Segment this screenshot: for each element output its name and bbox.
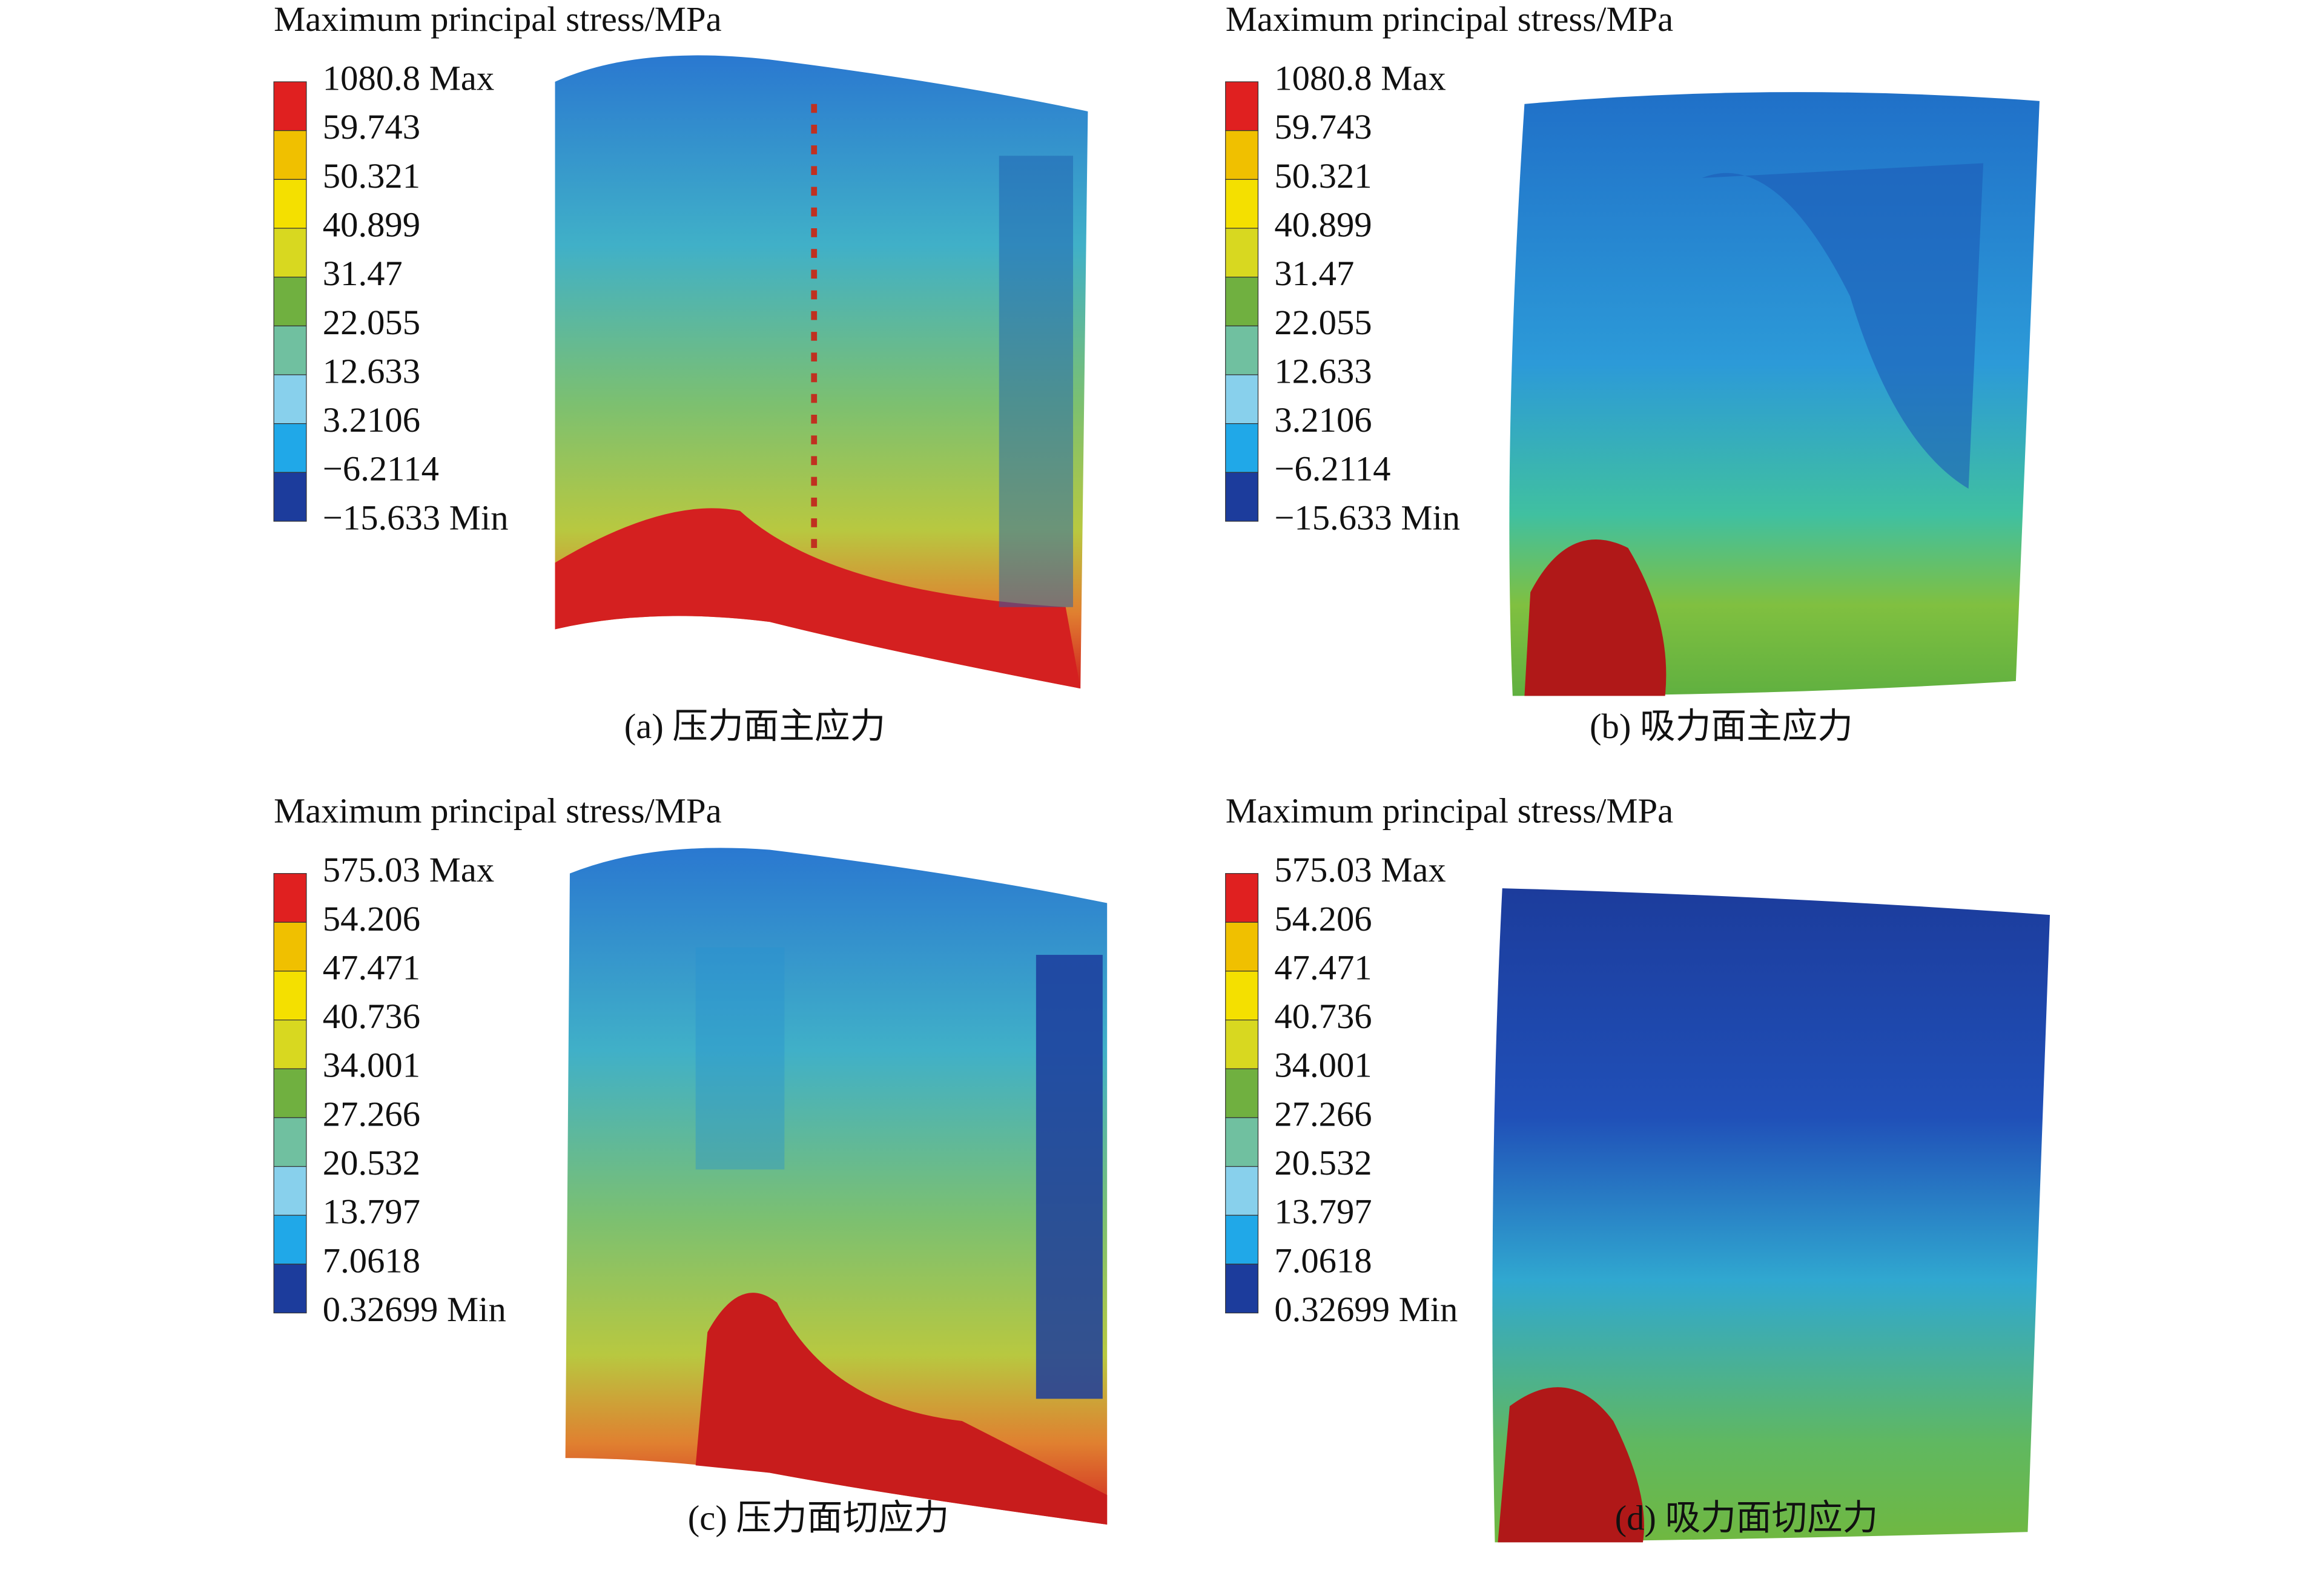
- legend-label: 0.32699 Min: [323, 1290, 506, 1329]
- colorbar-swatch: [273, 325, 307, 375]
- colorbar-swatch: [273, 1068, 307, 1118]
- blade-a: [555, 55, 1088, 689]
- legend-label: 1080.8 Max: [1274, 59, 1446, 98]
- colorbar-swatch: [273, 922, 307, 972]
- colorbar-swatch: [1225, 1020, 1259, 1069]
- legend-label: 13.797: [1274, 1192, 1372, 1232]
- legend-label: 20.532: [323, 1143, 420, 1182]
- colorbar-swatch: [1225, 971, 1259, 1021]
- blade-b: [1509, 92, 2040, 696]
- colorbar-swatch: [1225, 1117, 1259, 1167]
- colorbar-swatch: [273, 873, 307, 923]
- blade-d: [1492, 888, 2050, 1543]
- legend-label: 40.736: [1274, 997, 1372, 1036]
- legend-label: −6.2114: [1274, 449, 1390, 489]
- legend-label: 34.001: [323, 1046, 420, 1085]
- legend-label: 13.797: [323, 1192, 420, 1232]
- legend-label: 50.321: [1274, 156, 1372, 196]
- legend-label: 40.899: [323, 205, 420, 244]
- colorbar-swatch: [1225, 325, 1259, 375]
- colorbar-swatch: [1225, 472, 1259, 522]
- legend-label: 31.47: [323, 254, 403, 293]
- colorbar-swatch: [1225, 374, 1259, 424]
- legend-label: 31.47: [1274, 254, 1354, 293]
- colorbar-swatch: [1225, 423, 1259, 473]
- legend-label: 20.532: [1274, 1143, 1372, 1182]
- legend-label: −6.2114: [323, 449, 439, 489]
- colorbar-swatch: [273, 277, 307, 326]
- legend-title: Maximum principal stress/MPa: [1226, 791, 1673, 830]
- panel: Maximum principal stress/MPa 575.03 Max 54…: [273, 791, 950, 1538]
- colorbar-swatch: [1225, 922, 1259, 972]
- legend-label: 3.2106: [1274, 400, 1372, 440]
- legend-title: Maximum principal stress/MPa: [1226, 0, 1673, 39]
- colorbar-swatch: [1225, 873, 1259, 923]
- colorbar-swatch: [273, 1215, 307, 1265]
- legend-label: 54.206: [1274, 899, 1372, 938]
- legend-label: 575.03 Max: [1274, 850, 1446, 889]
- colorbar-swatch: [273, 179, 307, 229]
- colorbar-swatch: [273, 1264, 307, 1314]
- legend-label: 27.266: [323, 1094, 420, 1133]
- legend-label: 59.743: [323, 107, 420, 147]
- colorbar-swatch: [1225, 1166, 1259, 1216]
- colorbar-swatch: [1225, 81, 1259, 131]
- colorbar-swatch: [1225, 179, 1259, 229]
- legend-label: 54.206: [323, 899, 420, 938]
- caption: (b) 吸力面主应力: [1590, 707, 1853, 746]
- legend-label: 22.055: [1274, 303, 1372, 342]
- colorbar-swatch: [1225, 130, 1259, 180]
- legend-label: −15.633 Min: [1274, 498, 1460, 537]
- colorbar-swatch: [273, 472, 307, 522]
- legend-label: 1080.8 Max: [323, 59, 494, 98]
- legend-label: 27.266: [1274, 1094, 1372, 1133]
- legend-label: 47.471: [1274, 948, 1372, 987]
- colorbar-swatch: [1225, 1215, 1259, 1265]
- panel: Maximum principal stress/MPa 1080.8 Max 59…: [273, 0, 886, 746]
- legend-label: 12.633: [1274, 351, 1372, 391]
- colorbar-swatch: [273, 1117, 307, 1167]
- legend-label: 22.055: [323, 303, 420, 342]
- colorbar-swatch: [273, 1166, 307, 1216]
- legend-label: 59.743: [1274, 107, 1372, 147]
- legend-label: 575.03 Max: [323, 850, 494, 889]
- colorbar-swatch: [273, 971, 307, 1021]
- caption: (a) 压力面主应力: [624, 707, 886, 746]
- legend-title: Maximum principal stress/MPa: [274, 791, 721, 830]
- colorbar-swatch: [273, 423, 307, 473]
- legend-label: 0.32699 Min: [1274, 1290, 1458, 1329]
- legend-label: 7.0618: [323, 1241, 420, 1280]
- colorbar-swatch: [1225, 1264, 1259, 1314]
- legend-title: Maximum principal stress/MPa: [274, 0, 721, 39]
- caption: (d) 吸力面切应力: [1615, 1499, 1878, 1538]
- legend-label: 34.001: [1274, 1046, 1372, 1085]
- colorbar-swatch: [273, 1020, 307, 1069]
- legend-label: 12.633: [323, 351, 420, 391]
- colorbar-swatch: [1225, 277, 1259, 326]
- panel: Maximum principal stress/MPa 575.03 Max 54…: [1225, 791, 1878, 1538]
- legend-label: 40.899: [1274, 205, 1372, 244]
- colorbar-swatch: [1225, 228, 1259, 278]
- legend-label: 50.321: [323, 156, 420, 196]
- colorbar-swatch: [1225, 1068, 1259, 1118]
- colorbar-swatch: [273, 81, 307, 131]
- legend-label: 40.736: [323, 997, 420, 1036]
- colorbar-swatch: [273, 130, 307, 180]
- blade-c: [565, 848, 1108, 1525]
- legend-label: 47.471: [323, 948, 420, 987]
- legend-label: 7.0618: [1274, 1241, 1372, 1280]
- legend-label: 3.2106: [323, 400, 420, 440]
- colorbar-swatch: [273, 228, 307, 278]
- caption: (c) 压力面切应力: [688, 1499, 950, 1538]
- colorbar-swatch: [273, 374, 307, 424]
- legend-label: −15.633 Min: [323, 498, 509, 537]
- panel: Maximum principal stress/MPa 1080.8 Max 59…: [1225, 0, 1853, 746]
